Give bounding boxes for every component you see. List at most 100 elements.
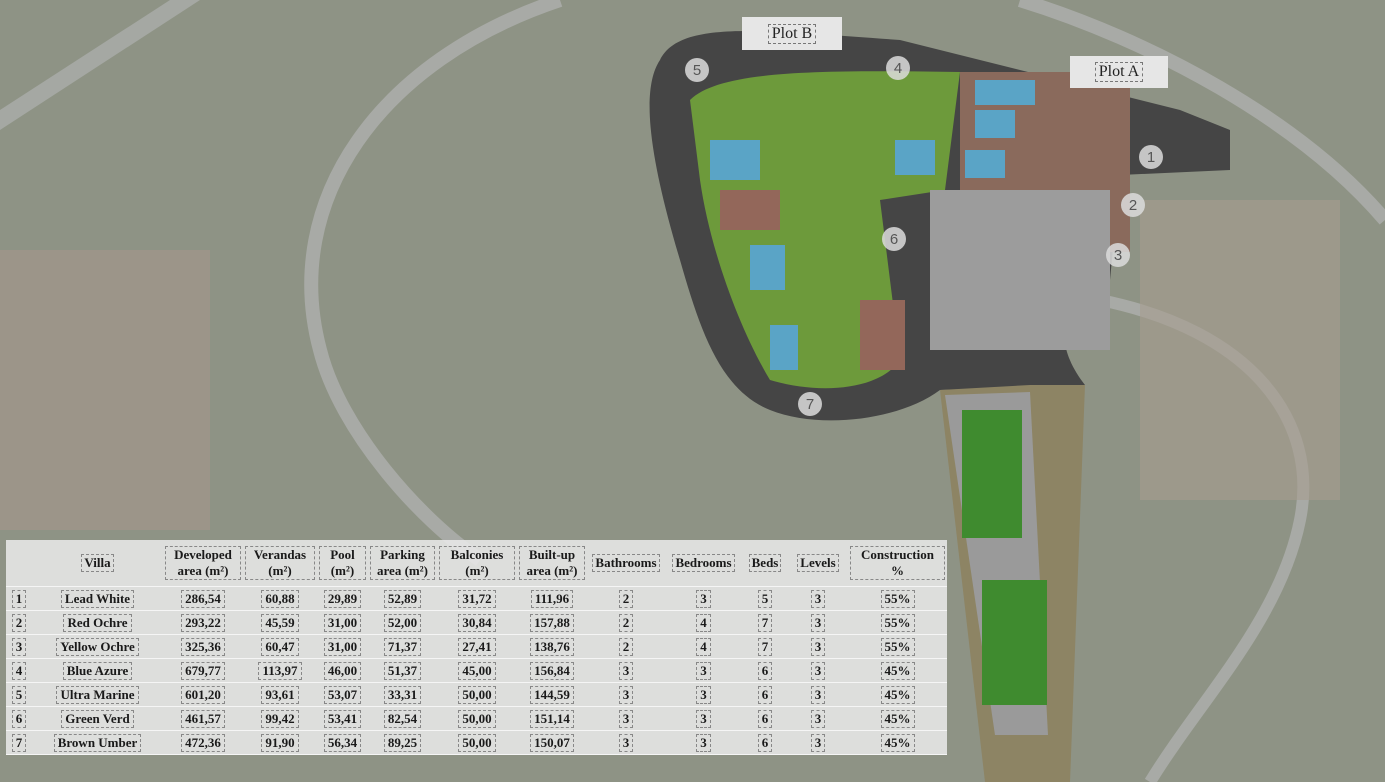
- roof: [720, 190, 780, 230]
- cell-text: 3: [810, 661, 826, 680]
- cell-text: 53,41: [323, 709, 362, 728]
- cell-text: 2: [618, 589, 634, 608]
- cell-text: Green Verd: [61, 709, 134, 728]
- pool: [975, 110, 1015, 138]
- table-cell: 30,84: [437, 611, 517, 635]
- cell-text: 3: [810, 685, 826, 704]
- tennis-court: [982, 580, 1047, 705]
- villa-table: Villa Developed area (m²) Verandas (m²) Poo…: [6, 540, 947, 755]
- cell-text: 52,00: [383, 613, 422, 632]
- table-cell: 3: [788, 707, 848, 731]
- table-row: 5 Ultra Marine 601,20 93,61 53,07 33,31 50,00 1…: [6, 683, 947, 707]
- cell-text: 71,37: [383, 637, 422, 656]
- houses: [1140, 200, 1340, 500]
- cell-text: 461,57: [181, 709, 225, 728]
- cell-text: Red Ochre: [63, 613, 132, 632]
- cell-text: 31,72: [458, 589, 496, 608]
- villa-marker: 1: [1139, 145, 1163, 169]
- cell-text: 3: [810, 613, 826, 632]
- table-cell: 679,77: [163, 659, 243, 683]
- cell-text: 3: [696, 733, 711, 752]
- table-cell: 150,07: [517, 731, 587, 755]
- cell-text: 45%: [880, 685, 915, 704]
- table-cell: 27,41: [437, 635, 517, 659]
- table-cell: 55%: [848, 611, 947, 635]
- column-header: Bedrooms: [665, 540, 742, 587]
- table-cell: 3: [788, 635, 848, 659]
- table-cell: 60,88: [243, 587, 317, 611]
- table-cell: 151,14: [517, 707, 587, 731]
- table-cell: 3: [587, 659, 665, 683]
- table-row: 2 Red Ochre 293,22 45,59 31,00 52,00 30,84 157,…: [6, 611, 947, 635]
- cell-text: 3: [696, 685, 711, 704]
- table-cell: 4: [6, 659, 32, 683]
- table-cell: 45%: [848, 731, 947, 755]
- pool: [895, 140, 935, 175]
- cell-text: 3: [810, 709, 826, 728]
- table-cell: 45%: [848, 707, 947, 731]
- table-cell: 31,72: [437, 587, 517, 611]
- table-cell: 50,00: [437, 707, 517, 731]
- cell-text: 286,54: [181, 589, 225, 608]
- villa-marker: 6: [882, 227, 906, 251]
- table-cell: 472,36: [163, 731, 243, 755]
- table-cell: 601,20: [163, 683, 243, 707]
- cell-text: 3: [11, 637, 27, 656]
- cell-text: 50,00: [458, 685, 496, 704]
- cell-text: 472,36: [181, 733, 225, 752]
- table-cell: 52,89: [368, 587, 437, 611]
- cell-text: 3: [696, 709, 711, 728]
- cell-text: 2: [11, 613, 27, 632]
- header-text: Bedrooms: [672, 554, 735, 572]
- pool: [710, 140, 760, 180]
- table-cell: 3: [665, 731, 742, 755]
- road: [1017, 0, 1385, 225]
- pool: [965, 150, 1005, 178]
- plot-label-text: Plot A: [1094, 62, 1144, 82]
- cell-text: 3: [618, 685, 634, 704]
- table-cell: 111,96: [517, 587, 587, 611]
- cell-text: 2: [618, 613, 634, 632]
- roof: [860, 300, 905, 370]
- villa-marker: 3: [1106, 243, 1130, 267]
- cell-text: 3: [810, 589, 826, 608]
- cell-text: 7: [757, 637, 773, 656]
- cell-text: 138,76: [530, 637, 574, 656]
- cell-text: 325,36: [181, 637, 225, 656]
- cell-text: 45,59: [261, 613, 299, 632]
- cell-text: 46,00: [323, 661, 362, 680]
- cell-text: 7: [11, 733, 27, 752]
- column-header: Bathrooms: [587, 540, 665, 587]
- table-row: 6 Green Verd 461,57 99,42 53,41 82,54 50,00 151…: [6, 707, 947, 731]
- column-header: [6, 540, 32, 587]
- cell-text: 156,84: [530, 661, 574, 680]
- table-row: 1 Lead White 286,54 60,88 29,89 52,89 31,72 111…: [6, 587, 947, 611]
- table-cell: 7: [742, 611, 788, 635]
- column-header: Construction %: [848, 540, 947, 587]
- field: [0, 250, 210, 530]
- cell-text: 5: [757, 589, 773, 608]
- header-text: Villa: [81, 554, 114, 572]
- table-cell: 3: [6, 635, 32, 659]
- column-header: Balconies (m²): [437, 540, 517, 587]
- column-header: Beds: [742, 540, 788, 587]
- table-cell: 60,47: [243, 635, 317, 659]
- table-cell: 138,76: [517, 635, 587, 659]
- cell-text: 113,97: [258, 661, 302, 680]
- table-cell: 45%: [848, 683, 947, 707]
- table-cell: 6: [6, 707, 32, 731]
- table-cell: 2: [587, 635, 665, 659]
- cell-text: 45%: [880, 733, 915, 752]
- table-cell: 3: [788, 611, 848, 635]
- cell-text: 29,89: [323, 589, 362, 608]
- header-text: Levels: [797, 554, 839, 572]
- table-cell: 46,00: [317, 659, 368, 683]
- column-header: Parking area (m²): [368, 540, 437, 587]
- table-row: 4 Blue Azure 679,77 113,97 46,00 51,37 45,00 15…: [6, 659, 947, 683]
- column-header: Pool (m²): [317, 540, 368, 587]
- column-header: Villa: [32, 540, 163, 587]
- table-cell: 45%: [848, 659, 947, 683]
- cell-text: 82,54: [383, 709, 422, 728]
